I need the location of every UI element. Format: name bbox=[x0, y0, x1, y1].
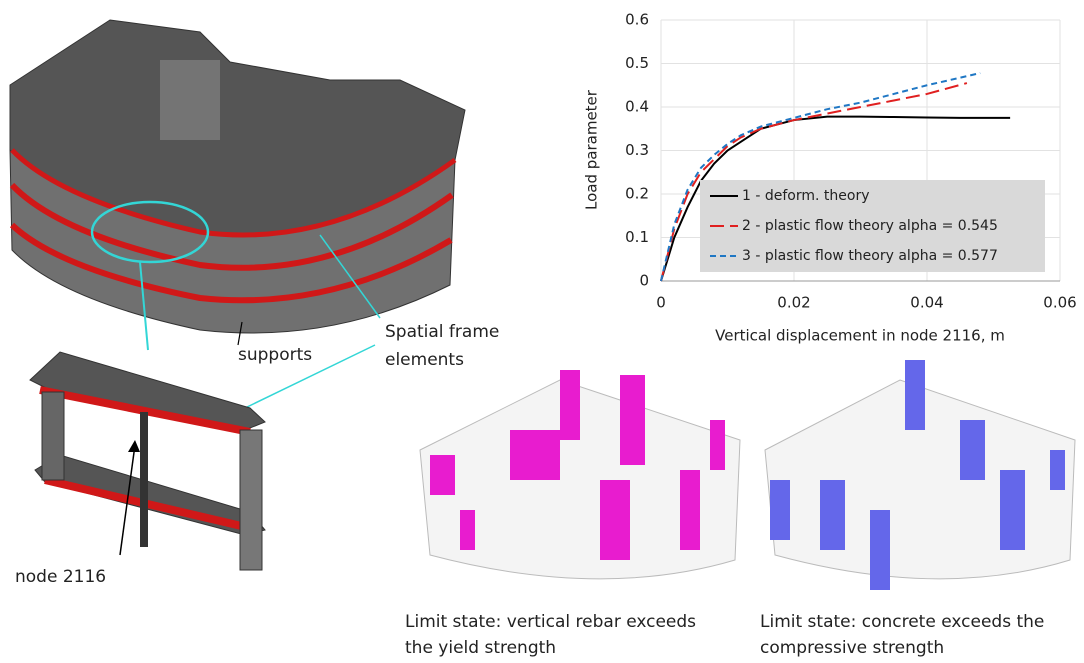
y-axis-label: Load parameter bbox=[583, 89, 601, 210]
annotation: elements bbox=[385, 350, 464, 370]
y-tick-label: 0.2 bbox=[625, 185, 649, 203]
y-tick-label: 0.4 bbox=[625, 98, 649, 116]
x-tick-label: 0.02 bbox=[777, 294, 810, 312]
caption: the yield strength bbox=[405, 638, 556, 658]
legend-label: 1 - deform. theory bbox=[742, 188, 869, 204]
y-tick-label: 0 bbox=[639, 272, 649, 290]
caption: compressive strength bbox=[760, 638, 944, 658]
y-tick-label: 0.1 bbox=[625, 228, 649, 246]
y-tick-label: 0.3 bbox=[625, 141, 649, 159]
caption: Limit state: concrete exceeds the bbox=[760, 612, 1044, 632]
x-axis-label: Vertical displacement in node 2116, m bbox=[715, 327, 1005, 345]
annotation: node 2116 bbox=[15, 567, 106, 587]
wireframe-concrete bbox=[765, 360, 1075, 590]
legend-label: 3 - plastic flow theory alpha = 0.577 bbox=[742, 248, 998, 264]
x-tick-label: 0.04 bbox=[910, 294, 943, 312]
y-tick-label: 0.5 bbox=[625, 54, 649, 72]
wireframe-rebar bbox=[420, 370, 740, 579]
y-tick-label: 0.6 bbox=[625, 11, 649, 29]
frame-detail bbox=[30, 352, 265, 570]
x-tick-label: 0.06 bbox=[1043, 294, 1076, 312]
legend-label: 2 - plastic flow theory alpha = 0.545 bbox=[742, 218, 998, 234]
x-tick-label: 0 bbox=[656, 294, 666, 312]
annotation: Spatial frame bbox=[385, 322, 499, 342]
annotation: supports bbox=[238, 345, 312, 365]
figure: supports Spatial frame elements node 211… bbox=[0, 0, 1084, 659]
caption: Limit state: vertical rebar exceeds bbox=[405, 612, 696, 632]
